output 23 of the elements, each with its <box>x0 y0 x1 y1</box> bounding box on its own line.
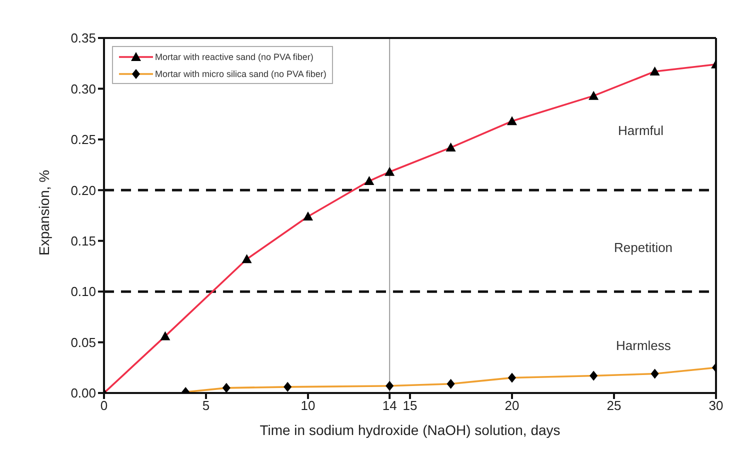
x-tick-label: 15 <box>402 398 418 414</box>
y-axis-title: Expansion, % <box>36 170 52 256</box>
annotation: Harmful <box>618 123 664 138</box>
x-tick-label: 5 <box>202 398 210 414</box>
x-tick-label: 20 <box>504 398 520 414</box>
legend-label: Mortar with micro silica sand (no PVA fiber) <box>155 68 326 78</box>
y-tick-label: 0.00 <box>70 386 96 401</box>
legend-label: Mortar with reactive sand (no PVA fiber) <box>155 52 314 62</box>
y-tick-label: 0.30 <box>70 81 96 96</box>
y-tick-label: 0.25 <box>70 132 96 148</box>
x-tick-label: 0 <box>100 398 108 414</box>
y-tick-label: 0.35 <box>70 30 96 46</box>
annotation: Harmless <box>616 338 671 353</box>
x-tick-label: 30 <box>708 398 724 414</box>
y-tick-label: 0.15 <box>70 233 96 248</box>
x-axis-title: Time in sodium hydroxide (NaOH) solution, days <box>260 422 560 438</box>
annotation: Repetition <box>614 240 673 255</box>
x-tick-label: 10 <box>300 398 316 414</box>
y-tick-label: 0.05 <box>70 334 96 350</box>
x-tick-label: 25 <box>606 398 622 414</box>
y-tick-label: 0.20 <box>70 182 96 198</box>
x-tick-label: 14 <box>382 398 397 414</box>
y-tick-label: 0.10 <box>70 284 96 300</box>
